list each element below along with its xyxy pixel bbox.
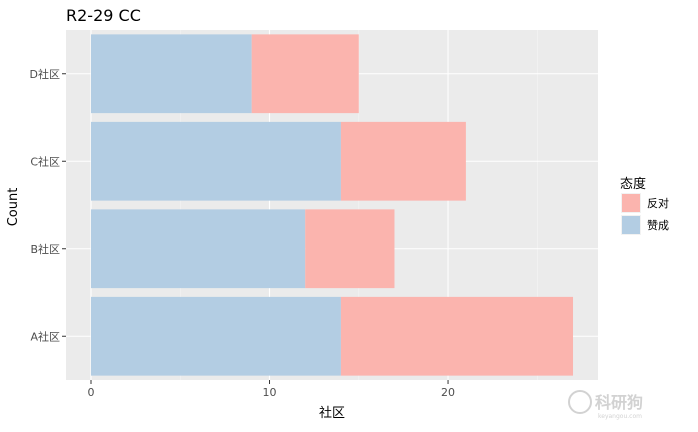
x-tick-label: 0 (87, 386, 94, 399)
legend-key (622, 194, 640, 212)
y-tick-label: D社区 (30, 67, 60, 81)
watermark-text: 科研狗 (595, 393, 643, 412)
bar-segment (90, 121, 341, 201)
y-tick-label: C社区 (30, 154, 60, 168)
bar-segment (90, 34, 252, 114)
y-tick-label: A社区 (30, 329, 60, 343)
chart-title: R2-29 CC (66, 6, 141, 25)
bar-segment (340, 296, 574, 376)
watermark-subtext: keyangou.com (598, 413, 642, 420)
bar-segment (340, 121, 466, 201)
x-tick-label: 10 (263, 386, 277, 399)
legend-label: 赞成 (647, 219, 669, 232)
legend-key (622, 216, 640, 234)
bar-segment (251, 34, 359, 114)
legend-label: 反对 (647, 196, 669, 210)
x-axis-title: 社区 (319, 405, 345, 421)
y-axis-title: Count (6, 188, 21, 227)
bars (90, 34, 574, 376)
watermark-logo-icon (568, 390, 592, 414)
bar-segment (305, 209, 395, 289)
y-axis-ticks: A社区 B社区 C社区 D社区 (30, 67, 66, 343)
legend-title: 态度 (620, 176, 646, 192)
bar-segment (90, 296, 341, 376)
y-tick-label: B社区 (30, 242, 60, 256)
x-axis-ticks: 0 10 20 (87, 380, 455, 399)
x-tick-label: 20 (441, 386, 455, 399)
bar-segment (90, 209, 306, 289)
watermark: 科研狗 keyangou.com (568, 390, 643, 420)
